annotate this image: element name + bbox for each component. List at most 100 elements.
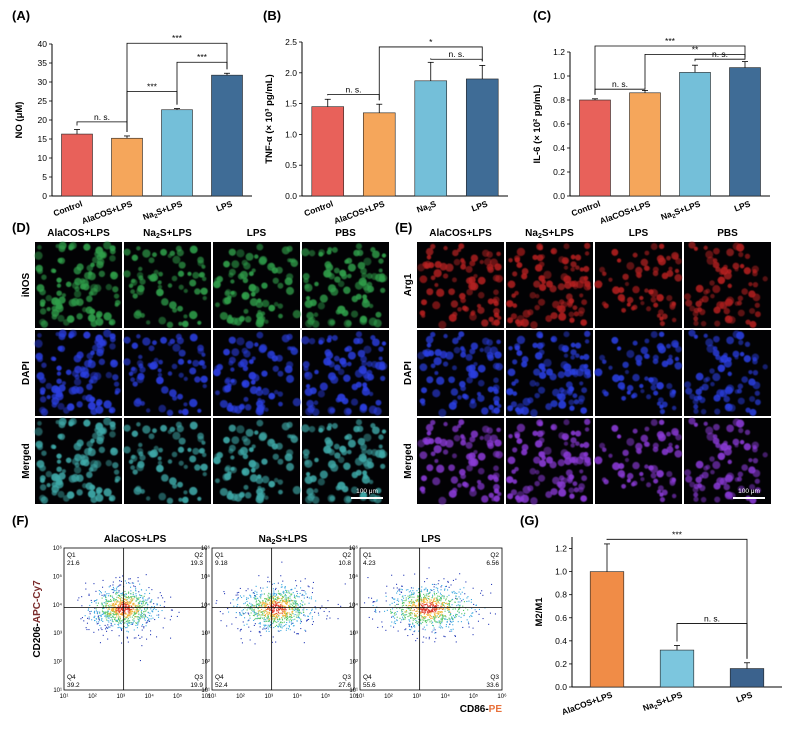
flow-dot [290,593,292,595]
cell [130,289,136,295]
flow-dot [134,586,136,588]
cell [157,460,163,466]
flow-dot [99,614,101,616]
flow-dot [435,637,437,639]
cell [103,329,112,338]
cell [530,321,538,329]
flow-dot [259,594,261,596]
flow-dot [438,602,440,604]
cell [477,291,485,299]
flow-dot [114,607,116,609]
flow-dot [461,591,463,593]
cell [752,457,759,464]
flow-dot [455,578,457,580]
bar [211,74,243,197]
flow-dot [241,614,243,616]
flow-dot [412,590,414,592]
flow-dot [439,611,441,613]
flow-dot [433,598,435,600]
cell [658,331,665,338]
flow-dot [294,595,296,597]
flow-dot [107,604,109,606]
flow-dot [128,605,130,607]
flow-dot [126,637,128,639]
flow-dot [260,605,262,607]
flow-dot [275,641,277,643]
cell [86,295,93,303]
cell [236,337,245,346]
flow-dot [243,624,245,626]
flow-dot [110,609,112,611]
cell [238,492,245,498]
flow-dot [149,620,151,622]
flow-dot [286,612,288,614]
flow-dot [120,597,122,599]
flow-dot [270,621,272,623]
flow-dot [409,595,411,597]
flow-dot [275,599,277,601]
flow-dot [413,593,415,595]
cell [69,329,77,338]
flow-dot [400,588,402,590]
cell [337,280,345,288]
cell [575,368,584,377]
flow-dot [427,612,429,614]
flow-dot [273,609,275,611]
flow-dot [216,600,218,602]
cell [136,463,144,472]
cell [362,459,370,467]
flow-dot [266,603,268,605]
cell [671,405,677,411]
flow-dot [298,609,300,611]
flow-dot [127,611,129,613]
flow-dot [301,594,303,596]
cell [583,451,589,457]
flow-dot [133,585,135,587]
flow-dot [129,612,131,614]
cell [182,320,189,328]
cell [378,346,384,352]
flow-dot [407,589,409,591]
flow-dot [289,613,291,615]
flow-dot [420,603,422,605]
cell [458,243,465,250]
flow-dot [406,611,408,613]
flow-dot [121,614,123,616]
cell [192,447,200,455]
flow-dot [444,602,446,604]
cell [639,471,644,477]
flow-dot [405,600,407,602]
cell [459,292,466,300]
cell [549,285,557,293]
flow-dot [421,598,423,600]
cell [512,447,518,453]
flow-dot [139,600,141,602]
flow-dot [386,585,388,587]
flow-dot [153,607,155,609]
flow-dot [381,621,383,623]
cell [602,271,607,277]
cell [657,257,666,266]
cell [563,331,570,338]
cell [368,391,374,397]
flow-dot [110,614,112,616]
cell [230,466,235,471]
flow-dot [299,622,301,624]
flow-dot [261,602,263,604]
y-tick-label: 40 [38,39,48,49]
cell [167,459,173,464]
flow-dot [288,606,290,608]
cell [150,361,159,370]
flow-dot [413,609,415,611]
flow-dot [262,614,264,616]
cell [271,355,279,362]
flow-dot [91,601,93,603]
cell [562,435,568,441]
flow-dot [451,616,453,618]
quadrant-name-q1: Q1 [215,552,224,559]
flow-dot [449,619,451,621]
flow-dot [422,606,424,608]
cell [74,286,80,292]
flow-dot [368,597,370,599]
flow-dot [279,601,281,603]
